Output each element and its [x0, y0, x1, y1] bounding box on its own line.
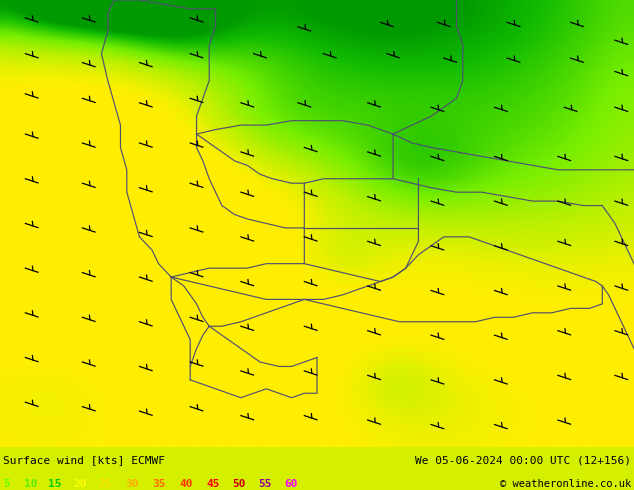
Text: 55: 55	[259, 479, 272, 489]
Text: 10: 10	[24, 479, 37, 489]
Text: 35: 35	[152, 479, 165, 489]
Text: 15: 15	[48, 479, 61, 489]
Text: Surface wind [kts] ECMWF: Surface wind [kts] ECMWF	[3, 456, 165, 466]
Text: 20: 20	[73, 479, 86, 489]
Text: 5: 5	[3, 479, 10, 489]
Text: 30: 30	[125, 479, 138, 489]
Text: 60: 60	[284, 479, 297, 489]
Text: 50: 50	[233, 479, 246, 489]
Text: 45: 45	[206, 479, 219, 489]
Text: © weatheronline.co.uk: © weatheronline.co.uk	[500, 479, 631, 489]
Text: We 05-06-2024 00:00 UTC (12+156): We 05-06-2024 00:00 UTC (12+156)	[415, 456, 631, 466]
Text: 25: 25	[98, 479, 112, 489]
Text: 40: 40	[179, 479, 193, 489]
